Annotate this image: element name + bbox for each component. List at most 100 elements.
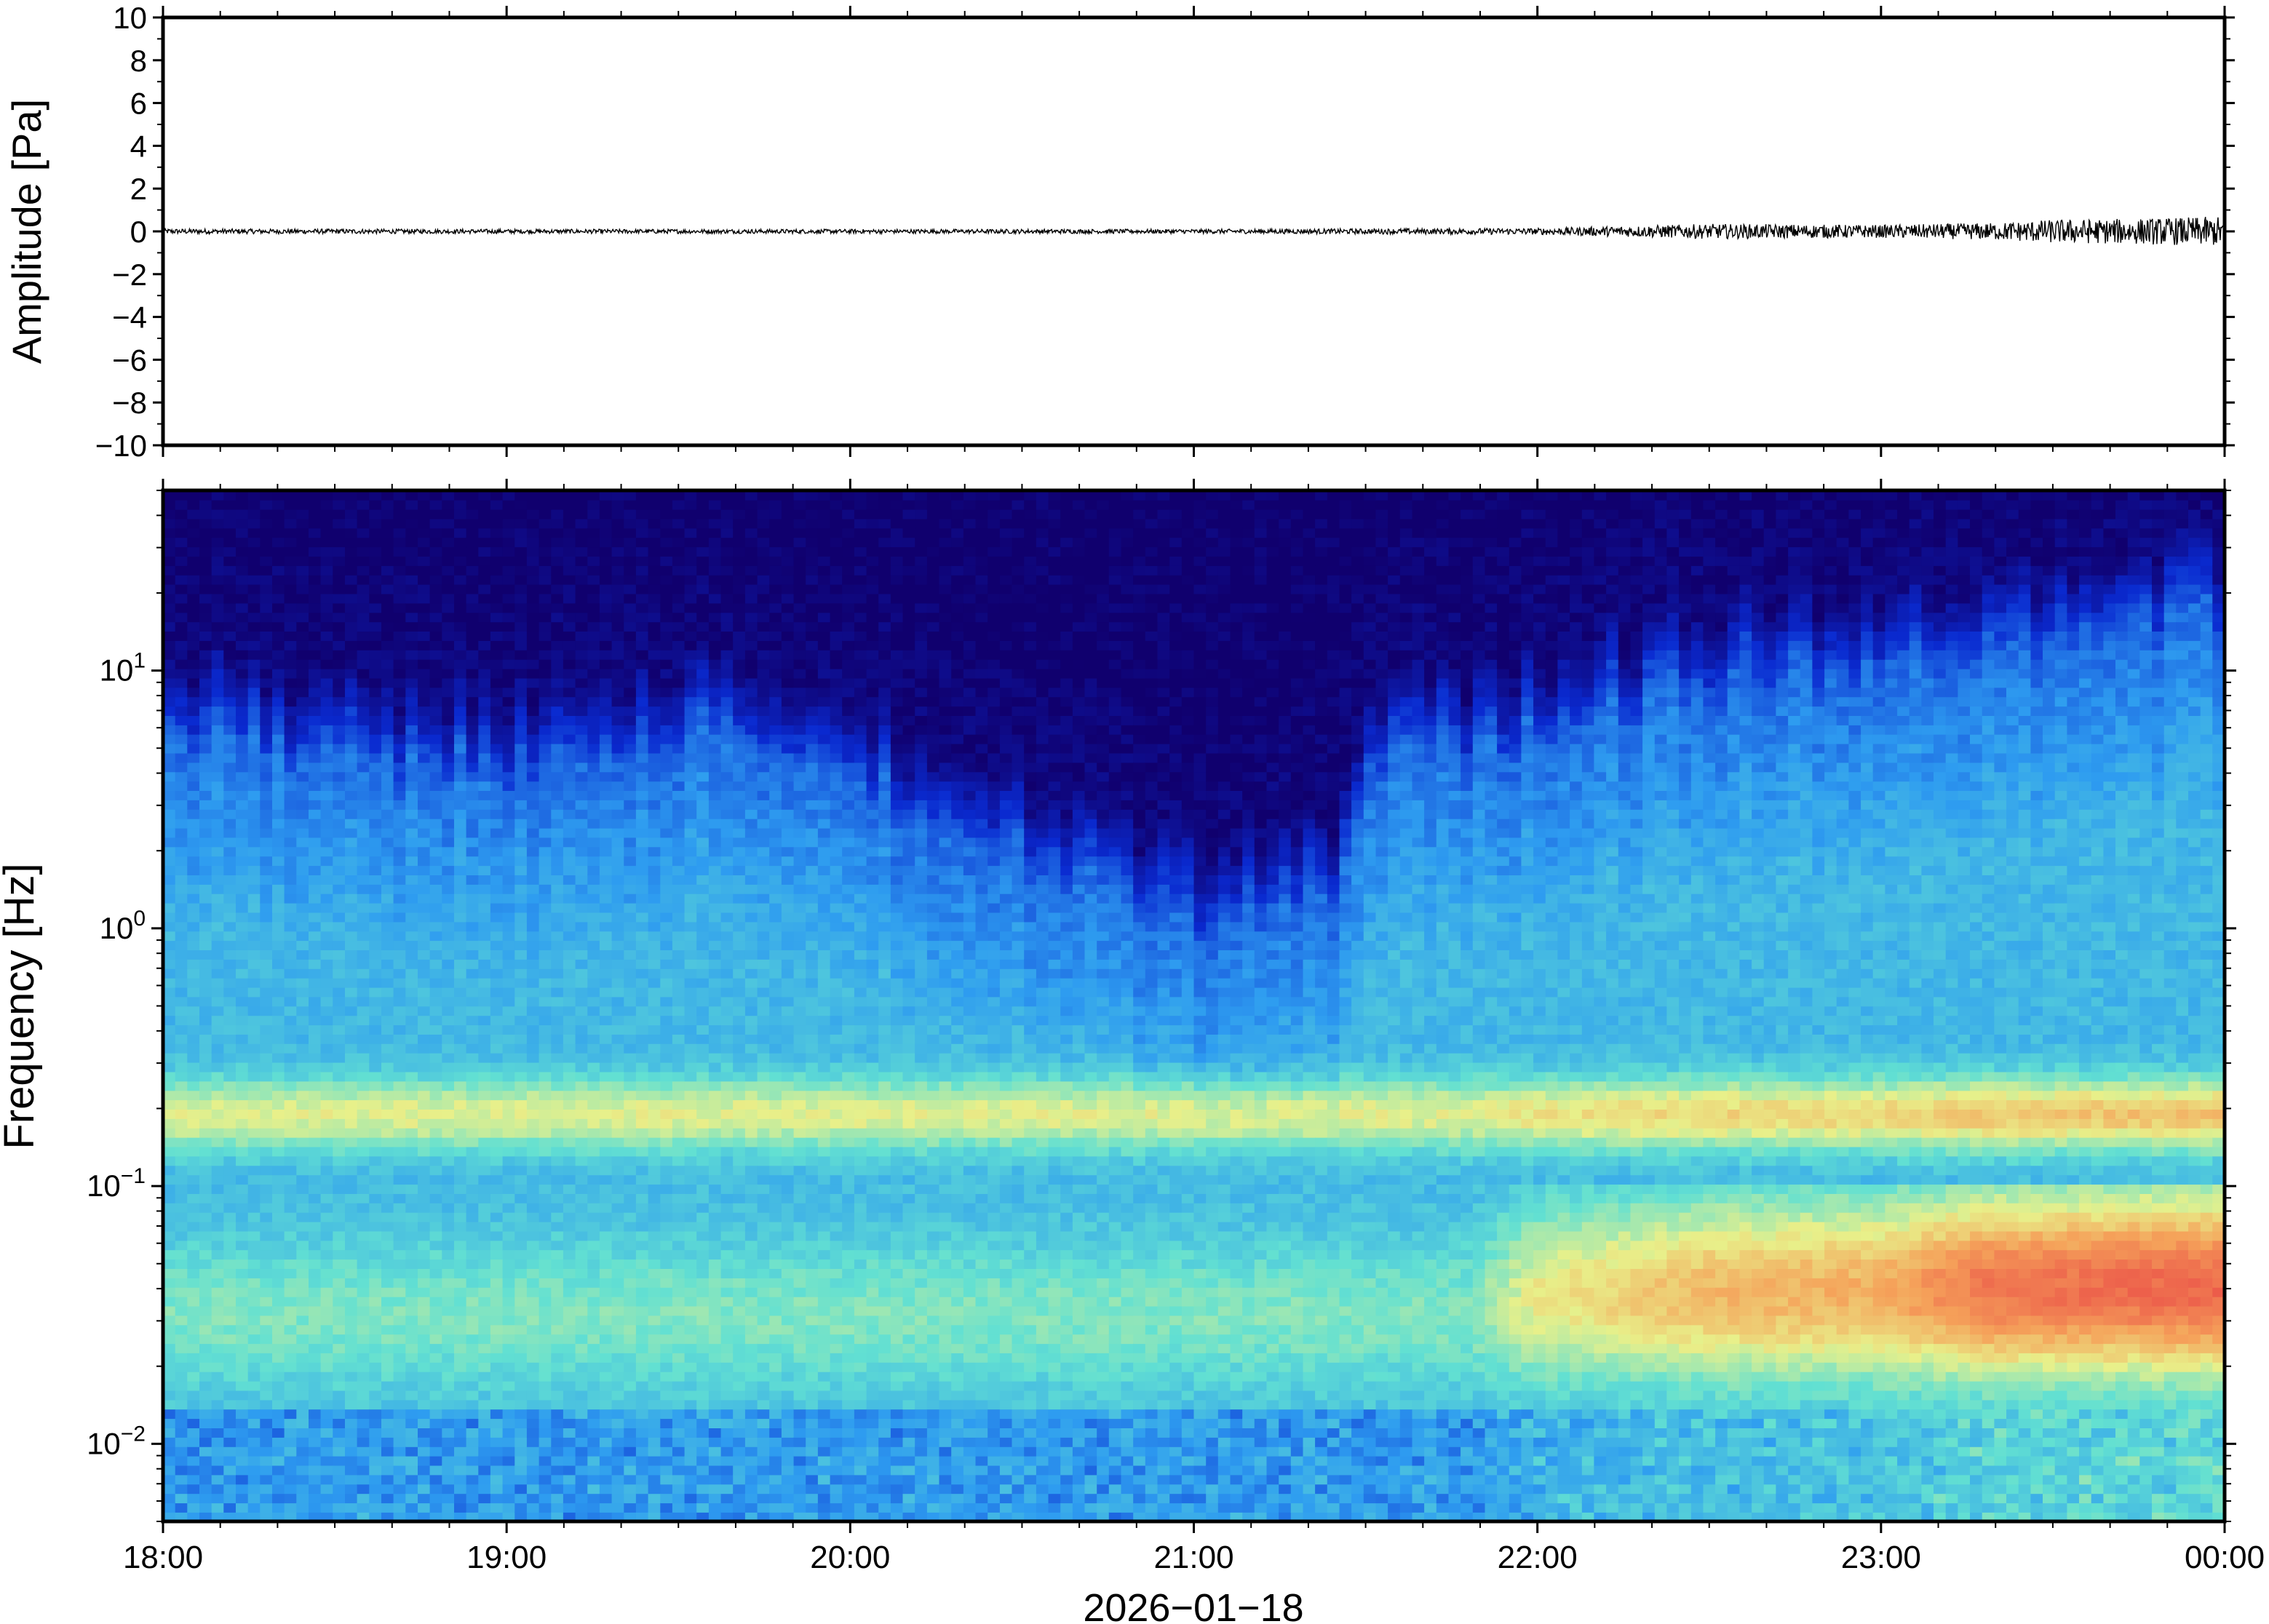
spectrogram-cell (442, 884, 455, 894)
spectrogram-cell (296, 1362, 309, 1372)
spectrogram-cell (369, 1380, 382, 1391)
spectrogram-cell (599, 509, 613, 520)
spectrogram-cell (381, 733, 394, 744)
spectrogram-cell (163, 1465, 176, 1476)
spectrogram-cell (442, 1362, 455, 1372)
spectrogram-cell (660, 1211, 673, 1222)
spectrogram-cell (490, 959, 504, 969)
spectrogram-cell (478, 977, 491, 988)
spectrogram-cell (454, 621, 467, 632)
spectrogram-cell (526, 499, 540, 510)
spectrogram-cell (223, 902, 237, 913)
spectrogram-cell (526, 1211, 540, 1222)
spectrogram-cell (551, 687, 564, 698)
spectrogram-cell (660, 1034, 673, 1044)
spectrogram-cell (587, 612, 600, 623)
spectrogram-cell (163, 1502, 176, 1513)
spectrogram-cell (599, 631, 613, 641)
spectrogram-cell (526, 537, 540, 548)
spectrogram-cell (539, 1512, 552, 1522)
spectrogram-cell (163, 1062, 176, 1072)
spectrogram-cell (211, 1174, 225, 1185)
spectrogram-cell (478, 1409, 491, 1420)
spectrogram-cell (405, 528, 418, 538)
spectrogram-cell (672, 771, 686, 782)
spectrogram-cell (333, 1090, 346, 1101)
spectrogram-cell (478, 1128, 491, 1138)
spectrogram-cell (575, 1512, 589, 1522)
spectrogram-cell (429, 1465, 443, 1476)
spectrogram-cell (442, 1146, 455, 1157)
spectrogram-cell (236, 827, 249, 838)
spectrogram-cell (345, 1221, 358, 1232)
spectrogram-cell (648, 996, 661, 1007)
spectrogram-cell (429, 621, 443, 632)
spectrogram-cell (418, 1362, 431, 1372)
spectrogram-cell (418, 1155, 431, 1166)
spectrogram-cell (393, 1024, 407, 1035)
spectrogram-cell (272, 1240, 285, 1251)
spectrogram-cell (660, 996, 673, 1007)
spectrogram-cell (660, 631, 673, 641)
spectrogram-cell (187, 1334, 200, 1345)
spectrogram-cell (599, 996, 613, 1007)
spectrogram-cell (236, 856, 249, 867)
spectrogram-cell (575, 1249, 589, 1260)
spectrogram-cell (199, 1211, 212, 1222)
spectrogram-cell (672, 837, 686, 848)
spectrogram-cell (599, 1062, 613, 1072)
spectrogram-cell (514, 1418, 528, 1428)
spectrogram-cell (381, 1287, 394, 1297)
spectrogram-cell (284, 1221, 298, 1232)
spectrogram-cell (247, 987, 261, 998)
spectrogram-cell (369, 1062, 382, 1072)
spectrogram-cell (405, 837, 418, 848)
spectrogram-cell (236, 1099, 249, 1110)
spectrogram-cell (478, 1174, 491, 1185)
spectrogram-cell (442, 556, 455, 566)
spectrogram-cell (624, 1390, 637, 1401)
spectrogram-cell (175, 490, 188, 501)
spectrogram-cell (539, 996, 552, 1007)
spectrogram-cell (236, 631, 249, 641)
spectrogram-cell (599, 1052, 613, 1063)
spectrogram-cell (466, 1230, 480, 1241)
spectrogram-cell (551, 875, 564, 885)
spectrogram-cell (442, 818, 455, 829)
spectrogram-cell (223, 1230, 237, 1241)
spectrogram-cell (418, 1146, 431, 1157)
spectrogram-cell (478, 1062, 491, 1072)
spectrogram-cell (466, 912, 480, 923)
spectrogram-cell (514, 1174, 528, 1185)
spectrogram-cell (514, 658, 528, 669)
spectrogram-cell (260, 1362, 273, 1372)
spectrogram-cell (454, 1203, 467, 1213)
spectrogram-cell (223, 546, 237, 557)
spectrogram-cell (611, 809, 625, 819)
spectrogram-cell (393, 809, 407, 819)
spectrogram-cell (575, 631, 589, 641)
spectrogram-cell (163, 1287, 176, 1297)
spectrogram-cell (247, 893, 261, 904)
spectrogram-cell (502, 1315, 516, 1326)
spectrogram-cell (381, 1305, 394, 1316)
spectrogram-cell (187, 1015, 200, 1026)
spectrogram-cell (563, 1305, 576, 1316)
spectrogram-cell (405, 1249, 418, 1260)
spectrogram-cell (587, 1034, 600, 1044)
spectrogram-cell (611, 640, 625, 650)
spectrogram-cell (320, 565, 334, 576)
spectrogram-cell (405, 725, 418, 735)
spectrogram-cell (526, 884, 540, 894)
spectrogram-cell (648, 490, 661, 501)
spectrogram-cell (357, 1428, 370, 1438)
spectrogram-cell (563, 940, 576, 950)
spectrogram-cell (454, 1080, 467, 1091)
spectrogram-cell (429, 733, 443, 744)
spectrogram-cell (551, 902, 564, 913)
spectrogram-cell (199, 875, 212, 885)
spectrogram-cell (502, 1146, 516, 1157)
spectrogram-cell (369, 912, 382, 923)
spectrogram-cell (223, 931, 237, 942)
spectrogram-cell (454, 565, 467, 576)
